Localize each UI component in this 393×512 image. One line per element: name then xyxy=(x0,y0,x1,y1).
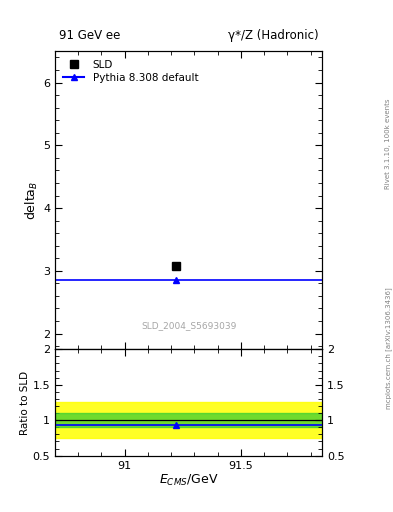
Bar xyxy=(55,402,322,438)
Legend: SLD, Pythia 8.308 default: SLD, Pythia 8.308 default xyxy=(60,56,201,86)
Bar xyxy=(55,413,322,428)
Text: 91 GeV ee: 91 GeV ee xyxy=(59,29,120,42)
Y-axis label: delta$_B$: delta$_B$ xyxy=(24,181,40,220)
Text: Rivet 3.1.10, 100k events: Rivet 3.1.10, 100k events xyxy=(385,98,391,188)
Text: γ*/Z (Hadronic): γ*/Z (Hadronic) xyxy=(228,29,318,42)
Y-axis label: Ratio to SLD: Ratio to SLD xyxy=(20,370,30,435)
Text: mcplots.cern.ch [arXiv:1306.3436]: mcplots.cern.ch [arXiv:1306.3436] xyxy=(385,287,392,409)
X-axis label: $E_{CMS}$/GeV: $E_{CMS}$/GeV xyxy=(159,473,219,488)
Text: SLD_2004_S5693039: SLD_2004_S5693039 xyxy=(141,321,236,330)
